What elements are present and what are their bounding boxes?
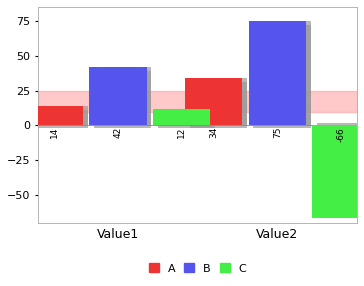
Text: 34: 34: [209, 127, 218, 138]
Bar: [249, 21, 306, 126]
Bar: [253, 25, 311, 128]
Bar: [158, 109, 215, 126]
Text: 12: 12: [177, 127, 186, 138]
Text: -66: -66: [337, 127, 345, 142]
Text: 14: 14: [50, 127, 59, 138]
Bar: [317, 126, 364, 217]
Bar: [190, 82, 247, 128]
Bar: [253, 21, 311, 126]
Bar: [38, 91, 357, 112]
Bar: [89, 67, 147, 126]
Bar: [94, 71, 151, 128]
Bar: [30, 106, 87, 126]
Text: 42: 42: [113, 127, 122, 138]
Bar: [25, 106, 83, 126]
Bar: [317, 123, 364, 213]
Bar: [190, 78, 247, 126]
Text: 75: 75: [273, 127, 282, 138]
Bar: [30, 110, 87, 128]
Bar: [312, 126, 364, 217]
Bar: [185, 78, 242, 126]
Bar: [153, 109, 210, 126]
Legend: A, B, C: A, B, C: [145, 259, 251, 278]
Bar: [94, 67, 151, 126]
Bar: [158, 113, 215, 128]
